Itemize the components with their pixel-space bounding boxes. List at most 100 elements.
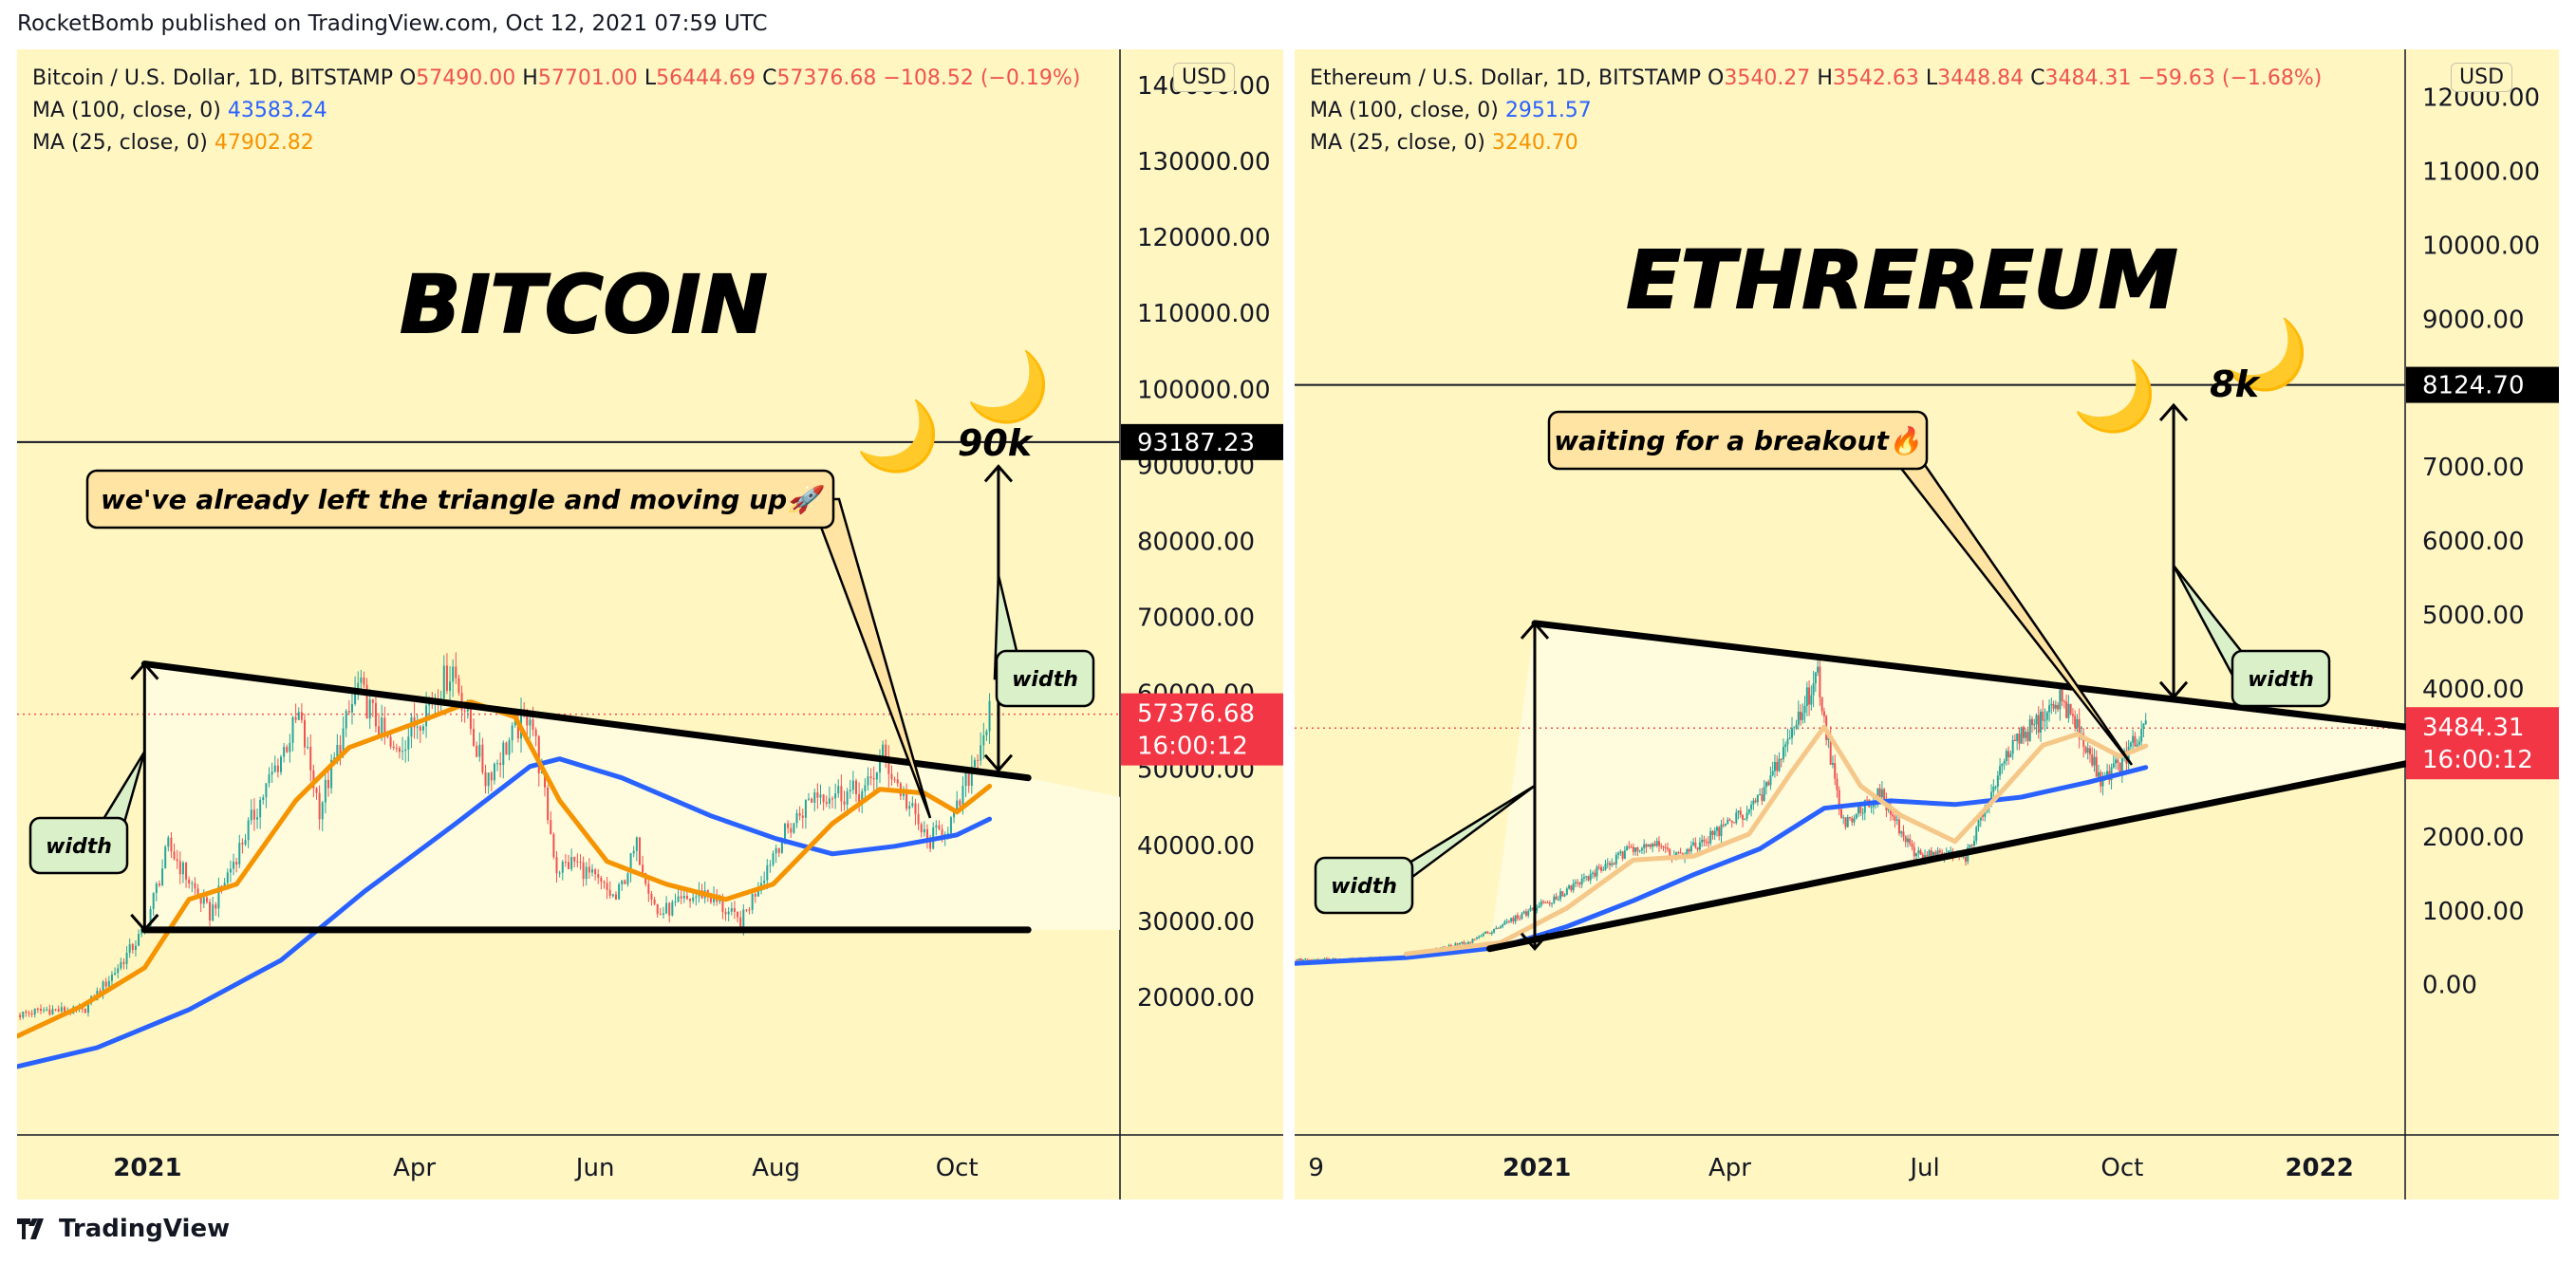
candle-body — [828, 798, 831, 804]
width-callout-left[interactable]: width — [1314, 784, 1536, 915]
ma25-label[interactable]: MA (25, close, 0) — [32, 131, 208, 155]
candle-body — [1975, 827, 1978, 842]
candle-body — [929, 838, 932, 849]
candle-body — [935, 825, 938, 827]
candle-body — [1596, 866, 1598, 877]
candle-body — [878, 756, 881, 773]
width-callout-right[interactable]: width — [2172, 565, 2331, 708]
bitcoin-chart-panel[interactable]: 140000.00130000.00120000.00110000.001000… — [17, 49, 1283, 1199]
ma100-label[interactable]: MA (100, close, 0) — [32, 99, 221, 122]
ma25-label[interactable]: MA (25, close, 0) — [1310, 131, 1485, 155]
candle-body — [389, 736, 392, 747]
currency-button[interactable]: USD — [1173, 63, 1236, 92]
candle-body — [1895, 819, 1898, 821]
bitcoin-chart-svg[interactable]: 140000.00130000.00120000.00110000.001000… — [17, 49, 1283, 1199]
y-tick-label: 10000.00 — [2422, 232, 2540, 260]
low-value: 56444.69 — [656, 66, 756, 90]
candle-body — [985, 731, 988, 735]
candle-body — [1609, 863, 1612, 865]
callout-box — [2231, 649, 2331, 708]
candle-body — [117, 968, 120, 974]
triangle-upper-trendline[interactable] — [1531, 620, 2409, 731]
candle-body — [1932, 852, 1935, 859]
candle-body — [1703, 839, 1706, 842]
candle-body — [1839, 809, 1842, 818]
currency-button[interactable]: USD — [2451, 63, 2513, 92]
candle-body — [1679, 852, 1682, 854]
candle-body — [1822, 711, 1825, 716]
candle-body — [276, 765, 279, 772]
high-label: H — [1817, 66, 1833, 90]
candle-body — [1913, 846, 1915, 857]
candle-body — [721, 901, 724, 913]
candle-body — [1557, 899, 1559, 901]
candle-body — [51, 1009, 54, 1015]
candle-body — [374, 702, 377, 727]
candle-body — [2042, 711, 2044, 721]
candle-body — [1969, 845, 1971, 848]
candle-body — [811, 798, 813, 803]
y-tick-label: 0.00 — [2422, 972, 2477, 1000]
tradingview-footer[interactable]: TradingView — [17, 1215, 230, 1243]
width-callout-left[interactable]: width — [28, 751, 146, 875]
candle-body — [1990, 791, 1993, 805]
candle-body — [445, 665, 448, 692]
y-tick-label: 2000.00 — [2422, 824, 2525, 852]
candle-body — [896, 779, 899, 784]
candle-body — [2093, 756, 2096, 766]
candle-body — [134, 945, 137, 951]
moon-emoji: 🌙 — [2072, 356, 2157, 437]
ma100-line[interactable] — [17, 756, 993, 1069]
candle-body — [659, 914, 662, 916]
chart-title: ETHREREUM — [1627, 233, 2178, 326]
candle-body — [2086, 748, 2089, 753]
candle-body — [1849, 817, 1851, 819]
candle-body — [1902, 831, 1905, 837]
ma25-line[interactable] — [17, 699, 993, 1039]
candle-body — [256, 817, 259, 820]
candle-body — [887, 757, 890, 774]
candle-body — [1315, 959, 1317, 961]
candle-body — [1456, 943, 1459, 945]
ethereum-chart-panel[interactable]: 12000.0011000.0010000.009000.008000.0070… — [1295, 49, 2559, 1199]
candle-body — [238, 843, 241, 865]
candle-body — [392, 746, 395, 749]
candle-body — [247, 820, 250, 841]
candle-body — [185, 863, 188, 880]
width-callout-right[interactable]: width — [993, 574, 1095, 708]
candle-body — [1718, 827, 1721, 837]
candle-body — [2044, 719, 2046, 721]
breakout-callout[interactable]: waiting for a breakout🔥 — [1547, 410, 2134, 766]
width-arrow-right[interactable] — [2158, 402, 2189, 700]
candle-body — [1482, 933, 1484, 937]
candle-body — [1611, 863, 1614, 865]
candle-body — [365, 684, 368, 719]
x-tick-label: 2022 — [2285, 1154, 2353, 1182]
candle-body — [309, 746, 312, 771]
candle-body — [484, 771, 487, 787]
candle-body — [737, 911, 739, 918]
candle-body — [840, 786, 843, 802]
close-value: 3484.31 — [2044, 66, 2132, 90]
candle-body — [1917, 850, 1920, 854]
candle-body — [606, 883, 608, 890]
triangle-upper-trendline[interactable] — [140, 660, 1032, 782]
candle-body — [347, 711, 350, 713]
ethereum-chart-svg[interactable]: 12000.0011000.0010000.009000.008000.0070… — [1295, 49, 2559, 1199]
candle-body — [1522, 911, 1525, 914]
change-value: −59.63 (−1.68%) — [2137, 66, 2323, 90]
candle-body — [532, 719, 534, 730]
candle-body — [893, 779, 896, 781]
candle-body — [570, 857, 573, 869]
candle-body — [2074, 716, 2077, 728]
candle-body — [1831, 763, 1834, 765]
triangle-fill — [144, 663, 1029, 930]
triangle-lower-trendline[interactable] — [1486, 760, 2409, 953]
width-arrow-left[interactable] — [130, 661, 159, 933]
candle-body — [1866, 799, 1869, 801]
breakout-callout[interactable]: we've already left the triangle and movi… — [85, 469, 932, 819]
candle-body — [808, 798, 811, 800]
ma100-label[interactable]: MA (100, close, 0) — [1310, 99, 1499, 122]
candle-body — [2054, 704, 2057, 709]
ma25-line[interactable] — [1404, 724, 2149, 957]
